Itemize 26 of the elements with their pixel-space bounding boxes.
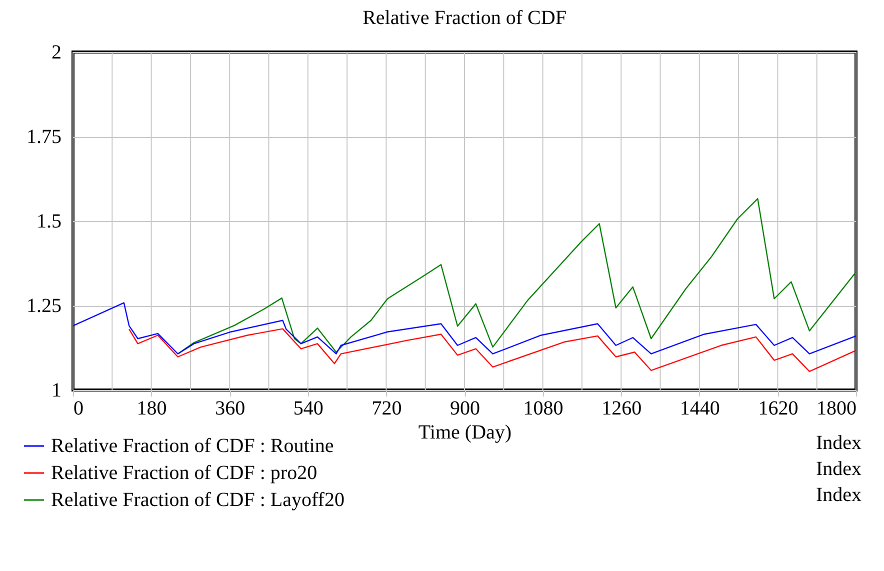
- text: Index: [816, 484, 862, 506]
- text: Index: [816, 458, 862, 480]
- x-tick-label: 1260: [602, 398, 642, 420]
- legend-label: Relative Fraction of CDF : pro20: [51, 462, 318, 484]
- x-tick-label: 900: [450, 398, 480, 420]
- y-tick-label: 2: [52, 42, 62, 64]
- x-tick-label: 1440: [680, 398, 720, 420]
- line-series: [73, 302, 856, 354]
- x-tick-label: 180: [136, 398, 167, 420]
- y-tick-label: 1.75: [26, 126, 62, 148]
- x-tick-label: 1800: [816, 398, 856, 420]
- x-tick-label: 1080: [523, 398, 564, 420]
- legend-label: Relative Fraction of CDF : Routine: [51, 435, 334, 457]
- y-tick-label: 1: [52, 380, 62, 402]
- y-tick-label: 1.25: [26, 295, 62, 317]
- x-axis-title: Time (Day): [418, 422, 512, 444]
- x-tick-label: 0: [74, 398, 84, 420]
- y-tick-label: 1.5: [36, 210, 62, 232]
- x-tick-label: 1620: [758, 398, 798, 420]
- x-tick-label: 540: [293, 398, 324, 420]
- legend-label: Relative Fraction of CDF : Layoff20: [51, 489, 344, 511]
- x-tick-label: 720: [372, 398, 402, 420]
- line-series: [128, 328, 856, 372]
- text: Index: [816, 432, 862, 454]
- x-tick-label: 360: [215, 398, 246, 420]
- chart-title: Relative Fraction of CDF: [362, 7, 566, 29]
